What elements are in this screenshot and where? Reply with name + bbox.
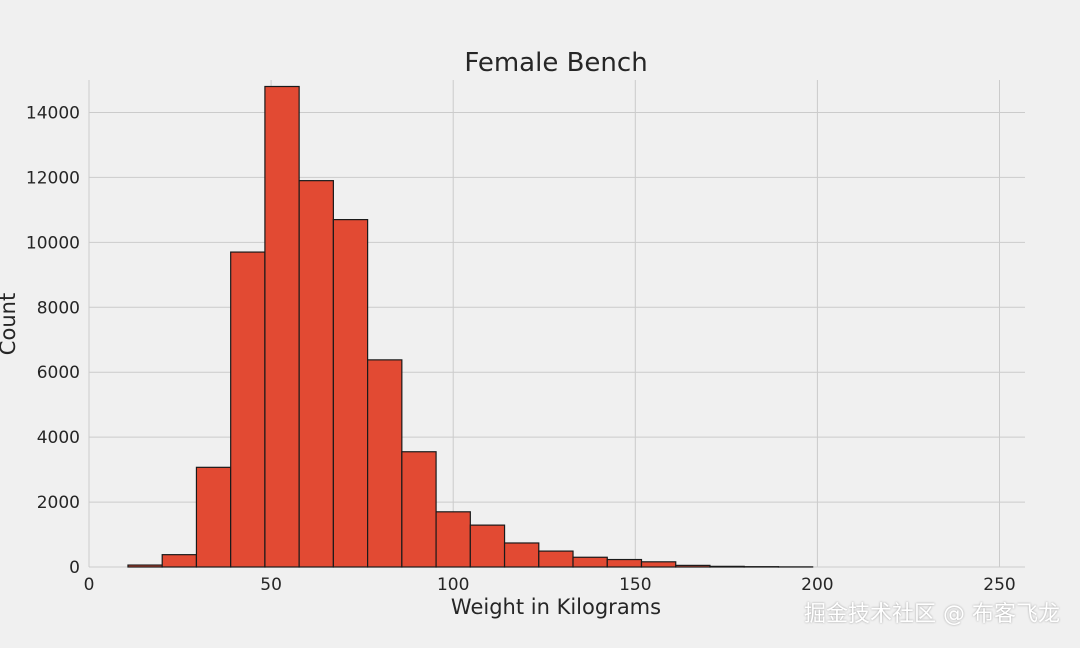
y-tick-label: 4000 bbox=[37, 428, 80, 448]
x-axis-ticks: 0 50 100 150 200 250 bbox=[84, 575, 1016, 595]
y-tick-label: 12000 bbox=[26, 168, 80, 188]
histogram-bar bbox=[675, 564, 711, 568]
histogram-bar bbox=[264, 85, 300, 568]
y-tick-label: 0 bbox=[69, 558, 80, 578]
histogram-bar bbox=[298, 180, 334, 568]
histogram-bar bbox=[161, 554, 198, 568]
y-axis-label: Count bbox=[0, 293, 20, 355]
histogram-bar bbox=[572, 556, 608, 568]
histogram-bars bbox=[127, 85, 814, 568]
y-axis-ticks: 0 2000 4000 6000 8000 10000 12000 14000 bbox=[26, 103, 80, 578]
histogram-bar bbox=[538, 550, 574, 568]
x-tick-label: 100 bbox=[437, 575, 469, 595]
chart-title: Female Bench bbox=[464, 48, 647, 78]
y-tick-label: 14000 bbox=[26, 103, 80, 123]
histogram-bar bbox=[195, 466, 232, 568]
x-axis-label: Weight in Kilograms bbox=[451, 595, 661, 619]
histogram-bar bbox=[367, 359, 403, 568]
watermark-text: 掘金技术社区 @ 布客飞龙 bbox=[804, 602, 1060, 627]
y-tick-label: 8000 bbox=[37, 298, 80, 318]
y-tick-label: 6000 bbox=[37, 363, 80, 383]
x-tick-label: 200 bbox=[801, 575, 833, 595]
x-tick-label: 250 bbox=[983, 575, 1015, 595]
histogram-bar bbox=[332, 219, 369, 568]
histogram-bar bbox=[640, 561, 677, 568]
x-tick-label: 50 bbox=[260, 575, 282, 595]
histogram-bar bbox=[503, 542, 540, 568]
histogram-bar bbox=[435, 511, 471, 568]
histogram-bar bbox=[606, 558, 643, 568]
histogram-bar bbox=[230, 251, 266, 568]
histogram-bar bbox=[709, 565, 745, 568]
histogram-bar bbox=[401, 451, 437, 568]
y-tick-label: 10000 bbox=[26, 233, 80, 253]
x-tick-label: 150 bbox=[619, 575, 651, 595]
y-tick-label: 2000 bbox=[37, 493, 80, 513]
histogram-bar bbox=[127, 564, 163, 568]
histogram-bar bbox=[469, 524, 506, 568]
x-tick-label: 0 bbox=[84, 575, 95, 595]
